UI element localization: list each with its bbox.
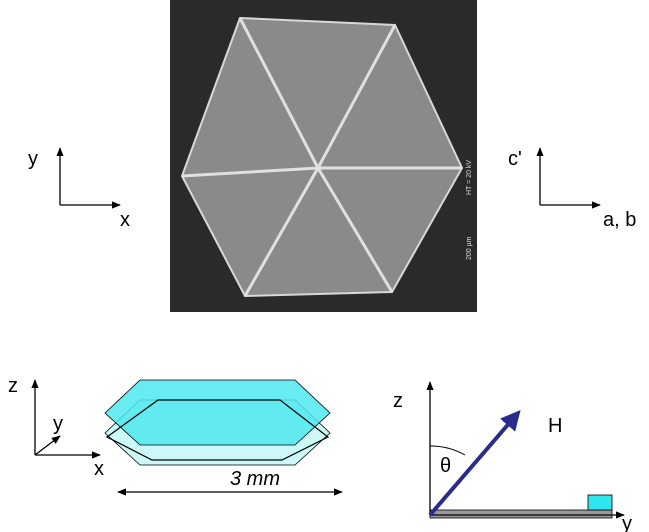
voltage-label: HT = 20 kV [466,160,473,195]
sem-image: HT = 20 kV 200 µm [170,0,477,312]
axis-label: x [120,209,130,231]
right-axes: c' a, b [508,147,636,231]
axis-label: a, b [603,209,636,231]
crystal: 3 mm [104,379,343,496]
axis-label: z [8,375,18,397]
size-label: 3 mm [230,468,280,490]
angle-label: θ [440,455,451,477]
left-axes: y x [28,147,130,231]
field-label: H [548,415,562,437]
scale-label: 200 µm [466,236,473,260]
axis-label: y [28,148,38,170]
axis-label: z [393,390,403,412]
axis-label: c' [508,148,522,170]
field-diagram: z H θ y [393,381,632,532]
axis-label: x [94,458,104,480]
axis-label: y [622,513,632,532]
axis-label: y [53,413,63,435]
crystal-axes: z y x [8,375,104,480]
